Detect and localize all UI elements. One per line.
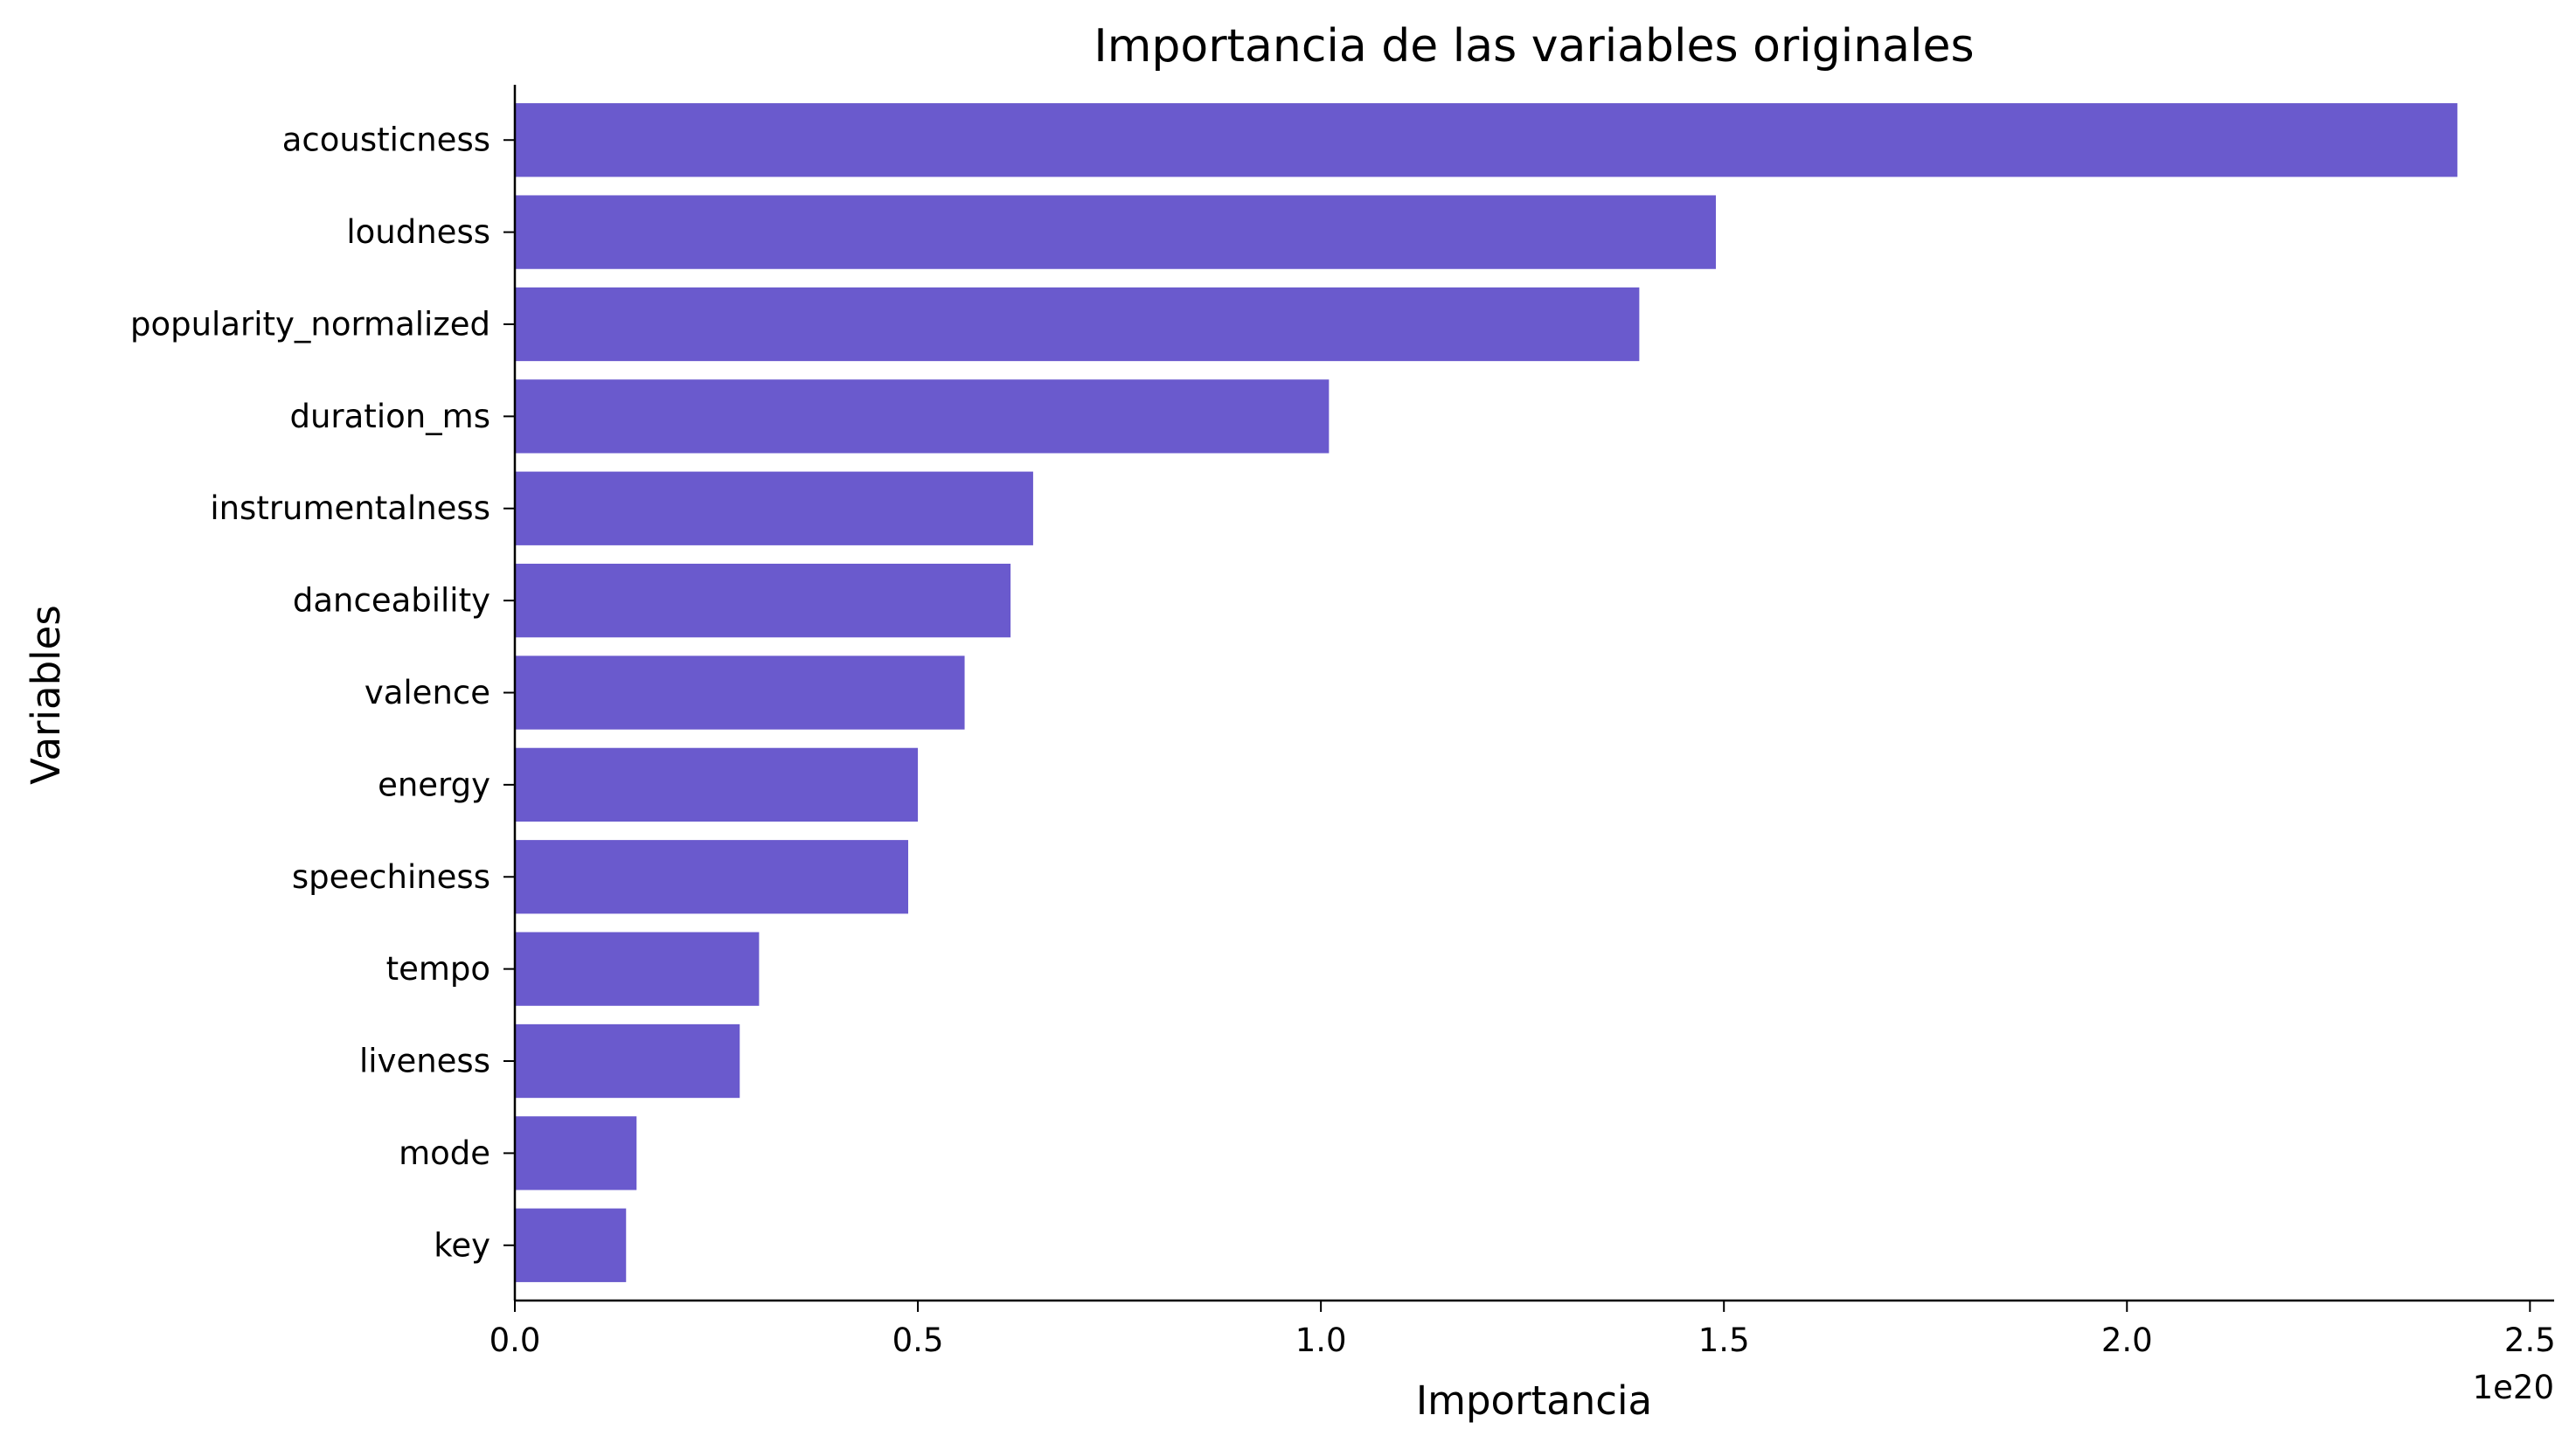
y-tick-label: speechiness	[292, 858, 490, 896]
y-tick-label: tempo	[386, 950, 490, 988]
bar-acousticness	[515, 103, 2458, 177]
bar-speechiness	[515, 840, 909, 914]
bar-energy	[515, 747, 919, 822]
y-axis-label: Variables	[23, 605, 69, 785]
x-axis-ticks: 0.0 0.5 1.0 1.5 2.0 2.5	[490, 1301, 2556, 1359]
x-tick-label: 2.5	[2504, 1322, 2556, 1359]
y-axis-ticks: acousticness loudness popularity_normalize…	[130, 121, 515, 1264]
y-tick-label: mode	[399, 1134, 490, 1172]
y-tick-label: loudness	[346, 213, 490, 251]
y-tick-label: key	[434, 1226, 490, 1264]
bar-tempo	[515, 932, 760, 1006]
chart-title: Importancia de las variables originales	[1094, 20, 1974, 73]
bar-liveness	[515, 1023, 740, 1099]
y-tick-label: acousticness	[282, 121, 490, 159]
bar-duration_ms	[515, 379, 1330, 454]
bar-popularity_normalized	[515, 287, 1640, 362]
x-tick-label: 0.5	[892, 1322, 944, 1359]
x-axis-label: Importancia	[1416, 1377, 1652, 1424]
y-tick-label: valence	[365, 674, 490, 711]
bar-loudness	[515, 195, 1716, 269]
bar-key	[515, 1208, 627, 1282]
y-tick-label: energy	[378, 766, 490, 803]
y-tick-label: instrumentalness	[210, 489, 490, 527]
bar-valence	[515, 656, 965, 730]
bar-danceability	[515, 563, 1011, 638]
x-tick-label: 2.0	[2101, 1322, 2153, 1359]
bar-mode	[515, 1116, 637, 1190]
y-tick-label: duration_ms	[289, 398, 490, 435]
y-tick-label: danceability	[293, 582, 490, 620]
bar-instrumentalness	[515, 471, 1033, 545]
x-tick-label: 1.5	[1698, 1322, 1750, 1359]
x-axis-scale-label: 1e20	[2473, 1369, 2554, 1406]
x-tick-label: 1.0	[1295, 1322, 1347, 1359]
x-tick-label: 0.0	[490, 1322, 541, 1359]
y-tick-label: liveness	[359, 1043, 490, 1080]
bars-group	[515, 103, 2458, 1282]
y-tick-label: popularity_normalized	[130, 305, 490, 343]
